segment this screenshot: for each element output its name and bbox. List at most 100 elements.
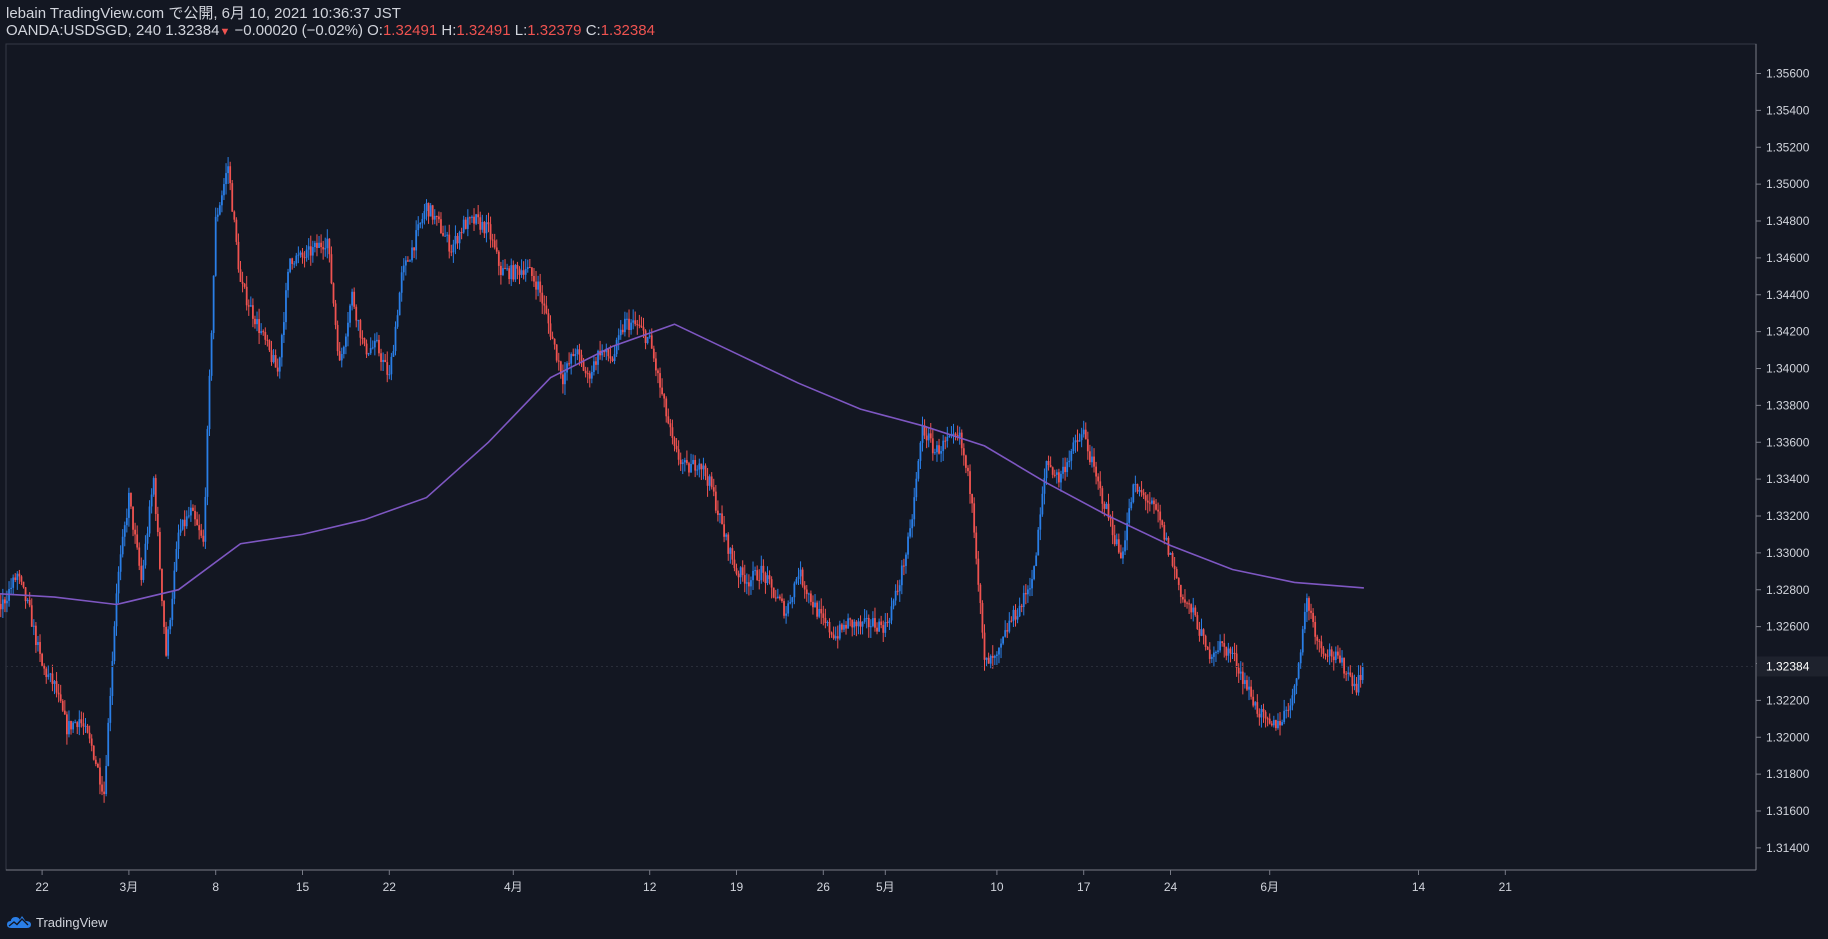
candle-body [723, 524, 725, 537]
candle-body [1031, 579, 1033, 589]
candle-body [768, 575, 771, 580]
candle-body [301, 252, 304, 258]
candle-body [737, 573, 740, 578]
publisher-line: lebain TradingView.com で公開, 6月 10, 2021 … [6, 5, 401, 22]
candle-body [369, 348, 372, 354]
candle-body [177, 532, 180, 549]
candle-body [448, 234, 451, 252]
candle-body [347, 322, 349, 337]
candle-body [1157, 509, 1159, 512]
candle-body [450, 251, 453, 253]
candle-body [316, 242, 318, 248]
candle-body [1018, 605, 1021, 617]
candle-body [175, 548, 178, 571]
low-label: L: [514, 22, 528, 39]
candle-body [1086, 439, 1089, 452]
candle-body [564, 372, 566, 385]
candle-body [1206, 647, 1209, 650]
candle-body [24, 587, 27, 602]
candle-body [1334, 651, 1337, 661]
candle-body [86, 725, 89, 733]
candle-body [884, 622, 887, 633]
candle-body [1132, 484, 1135, 503]
y-tick-label: 1.34600 [1766, 251, 1810, 265]
candle-body [1060, 473, 1062, 483]
candle-body [954, 433, 957, 436]
candle-body [12, 577, 15, 588]
candle-body [136, 534, 139, 548]
candle-body [1148, 502, 1151, 504]
candle-body [1268, 718, 1271, 724]
candle-body [510, 265, 513, 280]
candle-body [340, 353, 343, 361]
candle-body [37, 642, 39, 646]
candle-body [729, 548, 732, 554]
candle-body [49, 673, 52, 675]
candle-body [355, 306, 358, 321]
candle-body [859, 621, 862, 627]
candle-body [1084, 429, 1087, 440]
candle-body [78, 719, 81, 728]
candle-body [39, 642, 41, 654]
y-tick-label: 1.33000 [1766, 546, 1810, 560]
candle-body [514, 264, 517, 280]
candle-body [1027, 589, 1029, 595]
candle-body [1194, 607, 1197, 616]
candle-body [791, 597, 794, 603]
candle-body [1184, 599, 1186, 603]
candle-body [444, 235, 446, 237]
candle-body [419, 222, 422, 225]
candle-body [156, 513, 159, 532]
candle-body [435, 215, 438, 217]
candle-body [198, 525, 201, 531]
candle-body [1076, 440, 1079, 442]
candle-body [1202, 629, 1205, 636]
candle-body [208, 375, 211, 430]
candle-body [194, 510, 196, 520]
candle-body [925, 435, 928, 441]
y-tick-label: 1.32200 [1766, 693, 1810, 707]
candle-body [721, 513, 723, 525]
y-tick-label: 1.35400 [1766, 103, 1810, 117]
candle-body [324, 248, 327, 250]
candle-body [264, 332, 267, 340]
candle-body [1359, 675, 1362, 680]
candle-body [853, 621, 856, 628]
candle-body [187, 515, 190, 517]
candle-body [458, 232, 461, 244]
candle-body [22, 581, 25, 588]
candle-body [764, 572, 767, 584]
candle-body [109, 695, 112, 723]
candle-body [1285, 709, 1288, 711]
candle-body [750, 580, 752, 587]
candle-body [946, 436, 949, 442]
candle-body [466, 217, 469, 229]
candle-body [574, 354, 577, 356]
candle-body [857, 621, 860, 627]
candle-body [423, 211, 426, 219]
candle-body [1012, 609, 1015, 621]
x-tick-label: 4月 [504, 880, 523, 894]
candle-body [741, 567, 744, 576]
ohlc-line: OANDA:USDSGD, 240 1.32384▼ −0.00020 (−0.… [6, 22, 655, 41]
candle-body [783, 601, 785, 616]
candle-body [1097, 476, 1100, 482]
candle-body [241, 281, 244, 284]
candle-body [245, 286, 248, 306]
candle-body [1277, 720, 1279, 729]
candle-body [967, 467, 969, 472]
candle-body [588, 373, 591, 379]
candle-body [421, 218, 424, 223]
candle-body [669, 423, 672, 428]
x-tick-label: 5月 [876, 880, 895, 894]
candle-body [1099, 481, 1102, 489]
candle-body [223, 184, 225, 196]
candle-body [580, 354, 583, 362]
candle-body [1225, 646, 1228, 656]
candle-body [917, 460, 920, 479]
candle-body [14, 577, 17, 580]
last-price-value: 1.32384 [1766, 659, 1810, 673]
candle-body [1161, 520, 1164, 525]
candle-body [1258, 713, 1261, 718]
